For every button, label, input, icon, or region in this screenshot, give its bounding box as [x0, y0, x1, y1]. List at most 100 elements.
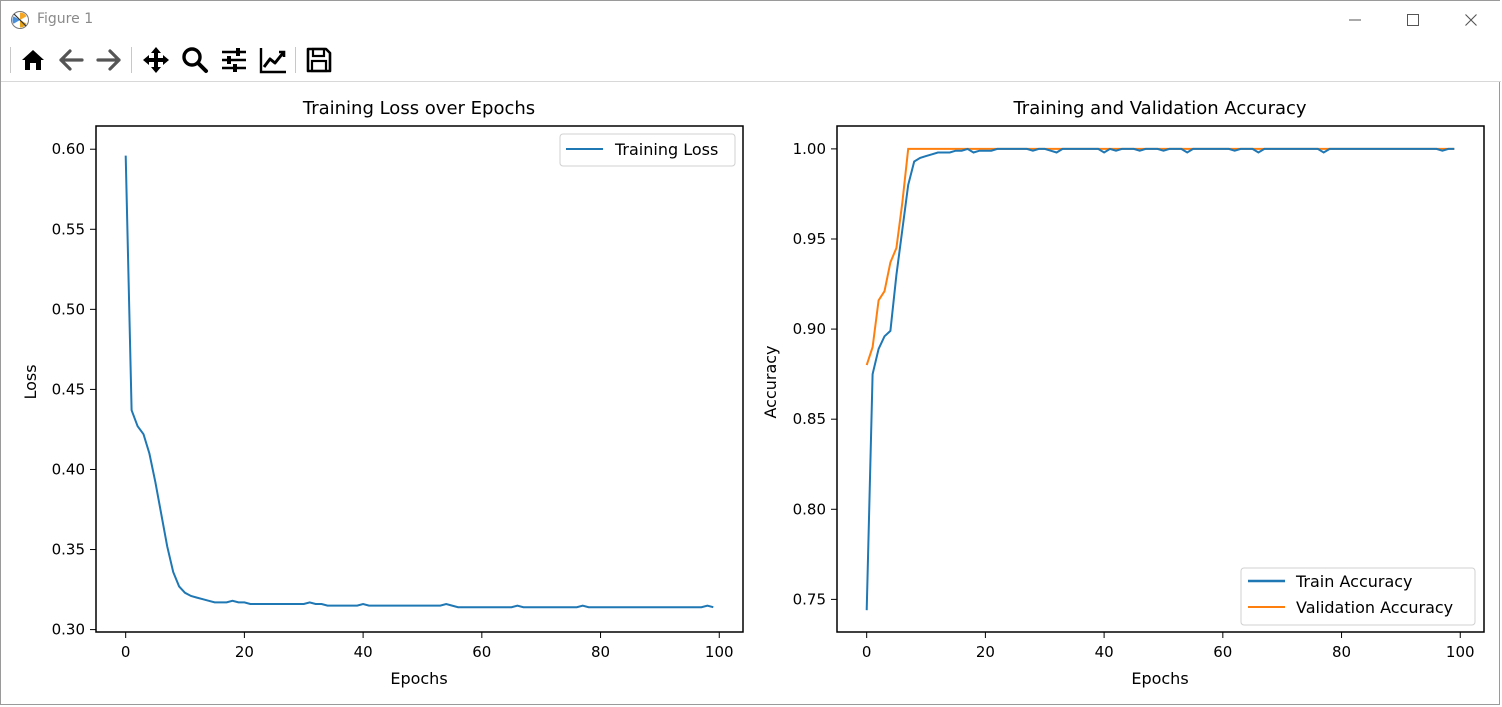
y-tick-label: 0.90	[793, 320, 826, 338]
y-tick-label: 0.95	[793, 230, 826, 248]
x-tick-label: 80	[591, 643, 610, 661]
accuracy-plot-frame	[836, 125, 1485, 633]
x-tick: 100	[1446, 632, 1475, 661]
loss-legend: Training Loss	[559, 133, 736, 167]
y-tick: 0.40	[52, 460, 96, 478]
y-tick: 0.85	[793, 410, 837, 428]
y-tick: 0.45	[52, 380, 96, 398]
x-tick: 60	[1213, 632, 1232, 661]
x-tick-label: 40	[354, 643, 373, 661]
configure-subplots-button[interactable]	[217, 43, 251, 77]
x-tick: 80	[1332, 632, 1351, 661]
y-tick-label: 0.55	[52, 220, 85, 238]
x-tick: 40	[1095, 632, 1114, 661]
toolbar-separator	[10, 47, 11, 73]
x-tick: 60	[472, 632, 491, 661]
y-tick: 0.50	[52, 300, 96, 318]
x-tick-label: 20	[976, 643, 995, 661]
minimize-icon	[1349, 19, 1361, 21]
accuracy-axes[interactable]: Training and Validation Accuracy 0 20 40…	[761, 98, 1485, 688]
edit-axes-button[interactable]	[256, 43, 290, 77]
loss-chart-title: Training Loss over Epochs	[302, 98, 535, 119]
x-tick: 100	[705, 632, 734, 661]
y-tick: 1.00	[793, 140, 837, 158]
x-tick-label: 100	[1446, 643, 1475, 661]
home-button[interactable]	[16, 43, 50, 77]
x-tick: 40	[354, 632, 373, 661]
x-tick: 0	[862, 632, 872, 661]
minimize-button[interactable]	[1326, 1, 1384, 39]
train-accuracy-line	[865, 147, 1455, 611]
close-icon	[1465, 14, 1477, 26]
x-tick-label: 0	[862, 643, 872, 661]
sliders-icon	[222, 48, 246, 72]
x-tick-label: 80	[1332, 643, 1351, 661]
x-tick-label: 60	[1213, 643, 1232, 661]
validation-accuracy-line	[865, 147, 1455, 366]
legend-label-validation-accuracy: Validation Accuracy	[1296, 598, 1453, 617]
accuracy-legend: Train Accuracy Validation Accuracy	[1240, 567, 1476, 626]
y-tick: 0.75	[793, 590, 837, 608]
accuracy-y-axis-label: Accuracy	[761, 345, 780, 418]
move-icon	[143, 47, 169, 73]
y-tick: 0.35	[52, 541, 96, 559]
training-loss-line	[124, 155, 714, 609]
accuracy-x-axis-label: Epochs	[1131, 669, 1188, 688]
y-tick-label: 0.80	[793, 500, 826, 518]
x-tick-label: 100	[705, 643, 734, 661]
accuracy-x-ticks: 0 20 40 60 80 100	[862, 632, 1475, 661]
y-tick: 0.80	[793, 500, 837, 518]
toolbar-separator	[131, 47, 132, 73]
x-tick-label: 40	[1095, 643, 1114, 661]
x-tick: 20	[235, 632, 254, 661]
line-chart-icon	[259, 48, 286, 74]
y-tick: 0.30	[52, 621, 96, 639]
y-tick: 0.95	[793, 230, 837, 248]
y-tick: 0.55	[52, 220, 96, 238]
maximize-button[interactable]	[1384, 1, 1442, 39]
arrow-left-icon	[59, 49, 84, 71]
y-tick: 0.60	[52, 140, 96, 158]
forward-button[interactable]	[92, 43, 126, 77]
loss-x-ticks: 0 20 40 60 80 100	[121, 632, 734, 661]
legend-box	[559, 133, 736, 167]
y-tick-label: 0.75	[793, 590, 826, 608]
x-tick: 80	[591, 632, 610, 661]
loss-y-ticks: 0.30 0.35 0.40 0.45 0.50 0.55 0.60	[52, 140, 96, 639]
save-button[interactable]	[302, 43, 336, 77]
y-tick-label: 0.85	[793, 410, 826, 428]
y-tick-label: 0.45	[52, 380, 85, 398]
y-tick-label: 0.50	[52, 300, 85, 318]
pan-button[interactable]	[139, 43, 173, 77]
navigation-toolbar	[1, 39, 1501, 82]
y-tick-label: 1.00	[793, 140, 826, 158]
x-tick-label: 20	[235, 643, 254, 661]
home-icon	[22, 50, 44, 70]
y-tick-label: 0.60	[52, 140, 85, 158]
x-tick-label: 0	[121, 643, 131, 661]
arrow-right-icon	[96, 49, 121, 71]
matplotlib-logo-icon	[11, 11, 29, 29]
figure-canvas[interactable]: Training Loss over Epochs 0 20 40 60 80 …	[1, 82, 1501, 706]
window-title: Figure 1	[37, 11, 94, 27]
accuracy-chart-title: Training and Validation Accuracy	[1012, 98, 1306, 119]
x-tick-label: 60	[472, 643, 491, 661]
y-tick-label: 0.30	[52, 621, 85, 639]
loss-plot-frame	[95, 125, 744, 633]
toolbar-separator	[295, 47, 296, 73]
zoom-button[interactable]	[178, 43, 212, 77]
legend-label-train-accuracy: Train Accuracy	[1295, 572, 1413, 591]
legend-label-training-loss: Training Loss	[614, 140, 718, 159]
close-button[interactable]	[1442, 1, 1500, 39]
legend-box	[1240, 567, 1476, 626]
title-bar[interactable]: Figure 1	[1, 1, 1501, 39]
y-tick-label: 0.35	[52, 541, 85, 559]
magnifier-icon	[182, 47, 208, 73]
floppy-disk-icon	[306, 47, 332, 73]
back-button[interactable]	[54, 43, 88, 77]
x-tick: 20	[976, 632, 995, 661]
loss-axes[interactable]: Training Loss over Epochs 0 20 40 60 80 …	[21, 98, 744, 688]
maximize-icon	[1407, 14, 1419, 26]
x-tick: 0	[121, 632, 131, 661]
